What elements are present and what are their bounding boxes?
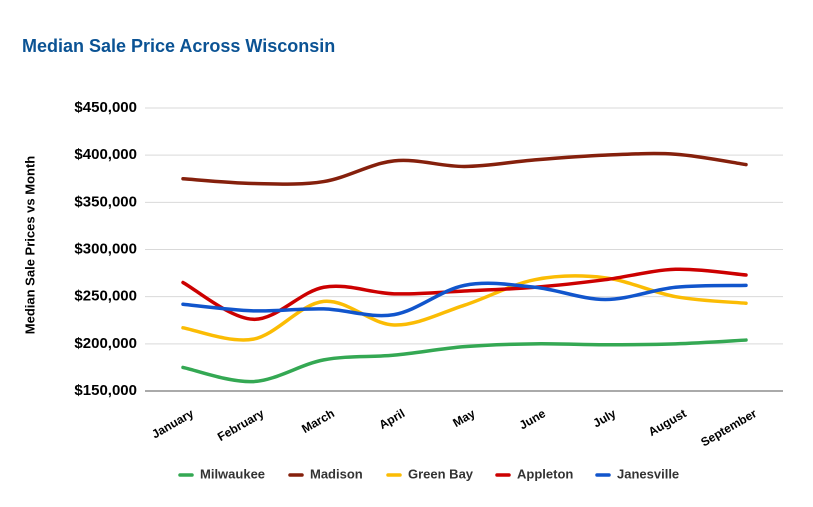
- x-tick-label: February: [215, 406, 267, 444]
- x-tick-label: May: [450, 406, 477, 430]
- x-tick-label: June: [517, 406, 549, 432]
- x-tick-label: January: [149, 406, 196, 441]
- y-tick-label: $400,000: [74, 146, 137, 163]
- y-tick-label: $250,000: [74, 288, 137, 305]
- series-line: [181, 267, 748, 322]
- legend-label: Green Bay: [408, 466, 474, 481]
- chart-title: Median Sale Price Across Wisconsin: [22, 36, 335, 56]
- series-line: [181, 151, 748, 186]
- y-tick-label: $350,000: [74, 193, 137, 210]
- x-tick-label: September: [698, 406, 759, 449]
- y-tick-label: $200,000: [74, 335, 137, 352]
- legend-label: Milwaukee: [200, 466, 265, 481]
- y-tick-label: $150,000: [74, 382, 137, 399]
- legend-label: Appleton: [517, 466, 573, 481]
- y-tick-label: $300,000: [74, 240, 137, 257]
- series-line: [181, 338, 748, 384]
- x-tick-label: April: [377, 406, 408, 432]
- y-tick-label: $450,000: [74, 99, 137, 116]
- series-line: [181, 281, 748, 318]
- legend-label: Janesville: [617, 466, 679, 481]
- y-axis-label: Median Sale Prices vs Month: [22, 156, 37, 335]
- legend-label: Madison: [310, 466, 363, 481]
- x-tick-label: August: [646, 406, 689, 439]
- x-tick-label: July: [591, 406, 619, 430]
- x-tick-label: March: [299, 406, 337, 436]
